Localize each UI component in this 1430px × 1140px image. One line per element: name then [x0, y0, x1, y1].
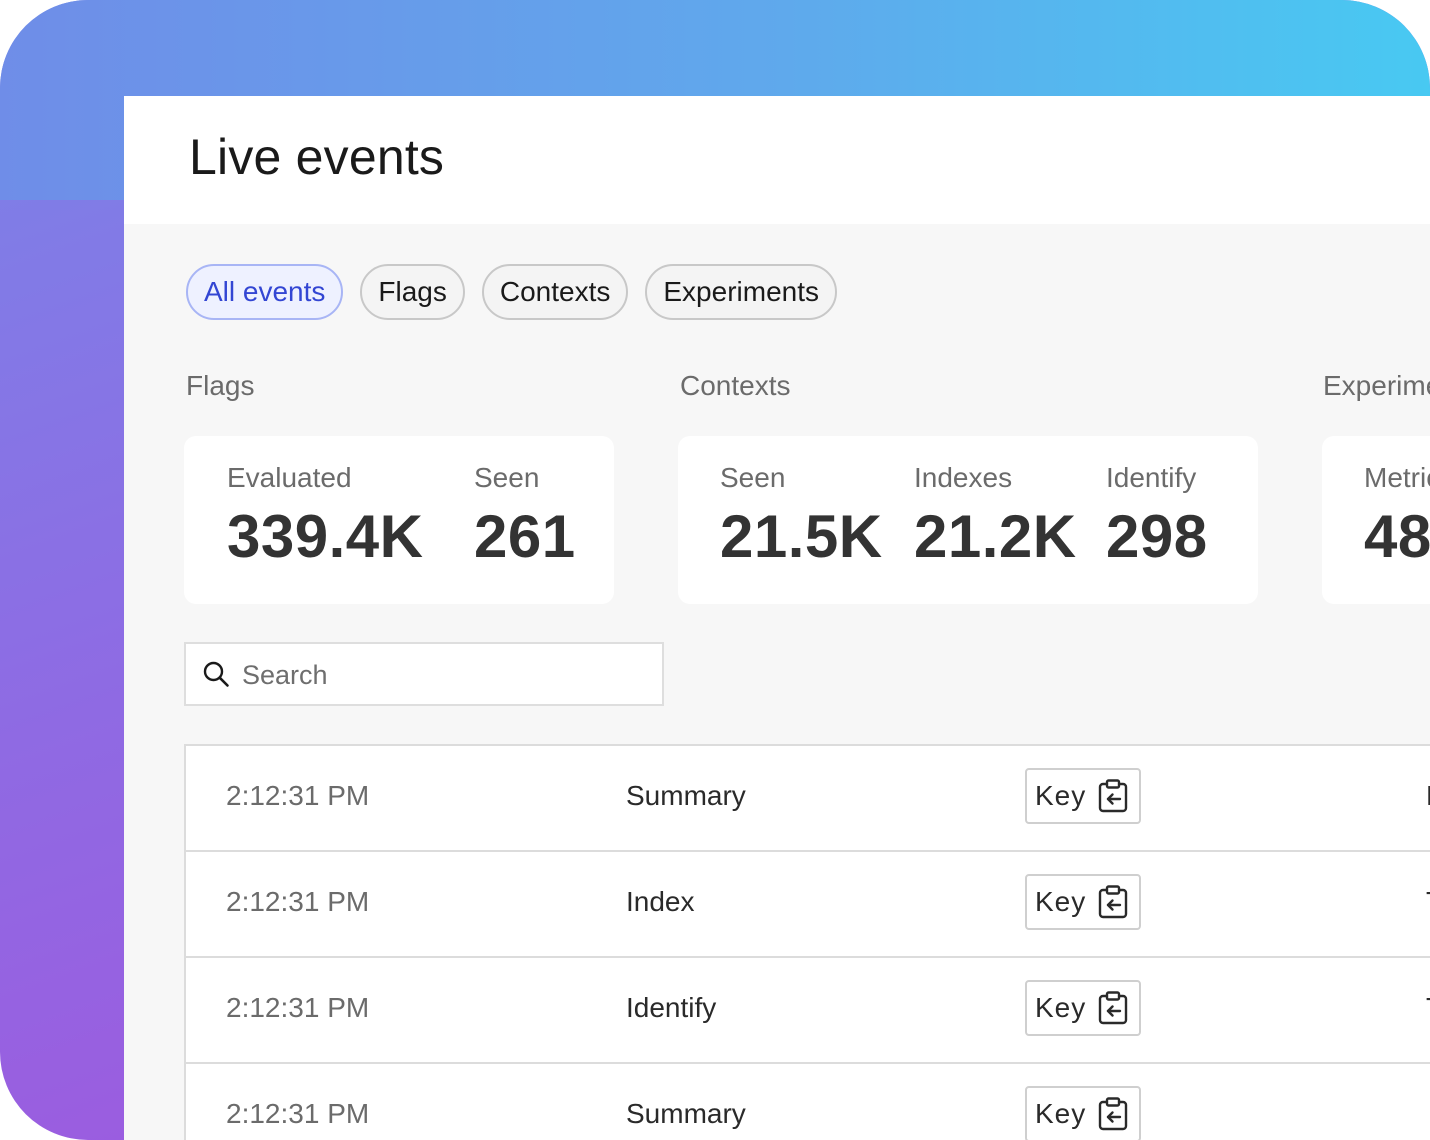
- table-row[interactable]: 2:12:31 PM Index Key T: [186, 852, 1430, 958]
- event-time: 2:12:31 PM: [226, 780, 370, 811]
- copy-key-button[interactable]: Key: [1025, 768, 1141, 824]
- experiments-metrics-metric: Metrics 48: [1364, 462, 1430, 571]
- event-type: Identify: [626, 992, 717, 1023]
- events-table: 2:12:31 PM Summary Key E 2:12:31 PM Inde…: [184, 744, 1430, 1140]
- metric-value: 48: [1364, 503, 1430, 570]
- copy-key-label: Key: [1035, 886, 1087, 917]
- page-title: Live events: [189, 129, 445, 185]
- copy-key-label: Key: [1035, 780, 1087, 811]
- experiments-section-label: Experiments: [1323, 370, 1430, 401]
- metric-label: Evaluated: [227, 462, 352, 493]
- search-icon: [203, 661, 229, 687]
- contexts-stats-card: Seen 21.5K Indexes 21.2K Identify 298: [678, 436, 1258, 604]
- event-filter-tabs: All events Flags Contexts Experiments: [186, 264, 837, 320]
- copy-key-label: Key: [1035, 1098, 1087, 1129]
- event-time: 2:12:31 PM: [226, 992, 370, 1023]
- clipboard-copy-icon: [1099, 885, 1128, 919]
- tab-flags[interactable]: Flags: [360, 264, 465, 320]
- contexts-seen-metric: Seen 21.5K: [720, 462, 883, 571]
- copy-key-label: Key: [1035, 992, 1087, 1023]
- copy-key-button[interactable]: Key: [1025, 980, 1141, 1036]
- flags-seen-metric: Seen 261: [474, 462, 576, 571]
- metric-label: Seen: [474, 462, 540, 493]
- metric-label: Seen: [720, 462, 786, 493]
- table-row[interactable]: 2:12:31 PM Summary Key E: [186, 746, 1430, 852]
- metric-value: 261: [474, 503, 576, 570]
- metric-label: Metrics: [1364, 462, 1430, 493]
- metric-value: 21.5K: [720, 503, 883, 570]
- experiments-stats-card: Metrics 48: [1322, 436, 1430, 604]
- page-header: Live events: [124, 96, 1430, 224]
- event-type: Index: [626, 886, 695, 917]
- table-row[interactable]: 2:12:31 PM Summary Key: [186, 1064, 1430, 1140]
- metric-label: Identify: [1106, 462, 1197, 493]
- flags-stats-card: Evaluated 339.4K Seen 261: [184, 436, 614, 604]
- clipboard-copy-icon: [1099, 1097, 1128, 1131]
- copy-key-button[interactable]: Key: [1025, 874, 1141, 930]
- clipboard-copy-icon: [1099, 779, 1128, 813]
- metric-value: 339.4K: [227, 503, 424, 570]
- contexts-identify-metric: Identify 298: [1106, 462, 1208, 571]
- clipboard-copy-icon: [1099, 991, 1128, 1025]
- metric-label: Indexes: [914, 462, 1013, 493]
- contexts-section-label: Contexts: [680, 370, 791, 401]
- tab-all-events[interactable]: All events: [186, 264, 344, 320]
- metric-value: 21.2K: [914, 503, 1077, 570]
- search-input[interactable]: [240, 652, 644, 698]
- tab-experiments[interactable]: Experiments: [645, 264, 837, 320]
- event-detail: T: [1426, 886, 1430, 918]
- tab-contexts[interactable]: Contexts: [481, 264, 629, 320]
- table-row[interactable]: 2:12:31 PM Identify Key T: [186, 958, 1430, 1064]
- event-detail: T: [1426, 992, 1430, 1024]
- copy-key-button[interactable]: Key: [1025, 1086, 1141, 1140]
- event-type: Summary: [626, 1098, 746, 1129]
- flags-section-label: Flags: [186, 370, 255, 401]
- flags-evaluated-metric: Evaluated 339.4K: [227, 462, 423, 571]
- contexts-indexes-metric: Indexes 21.2K: [914, 462, 1077, 571]
- event-detail: E: [1426, 780, 1430, 812]
- search-box: [184, 642, 664, 706]
- event-time: 2:12:31 PM: [226, 886, 370, 917]
- metric-value: 298: [1106, 503, 1208, 570]
- event-type: Summary: [626, 780, 746, 811]
- live-events-panel: Live events All events Flags Contexts Ex…: [124, 96, 1430, 1140]
- event-time: 2:12:31 PM: [226, 1098, 370, 1129]
